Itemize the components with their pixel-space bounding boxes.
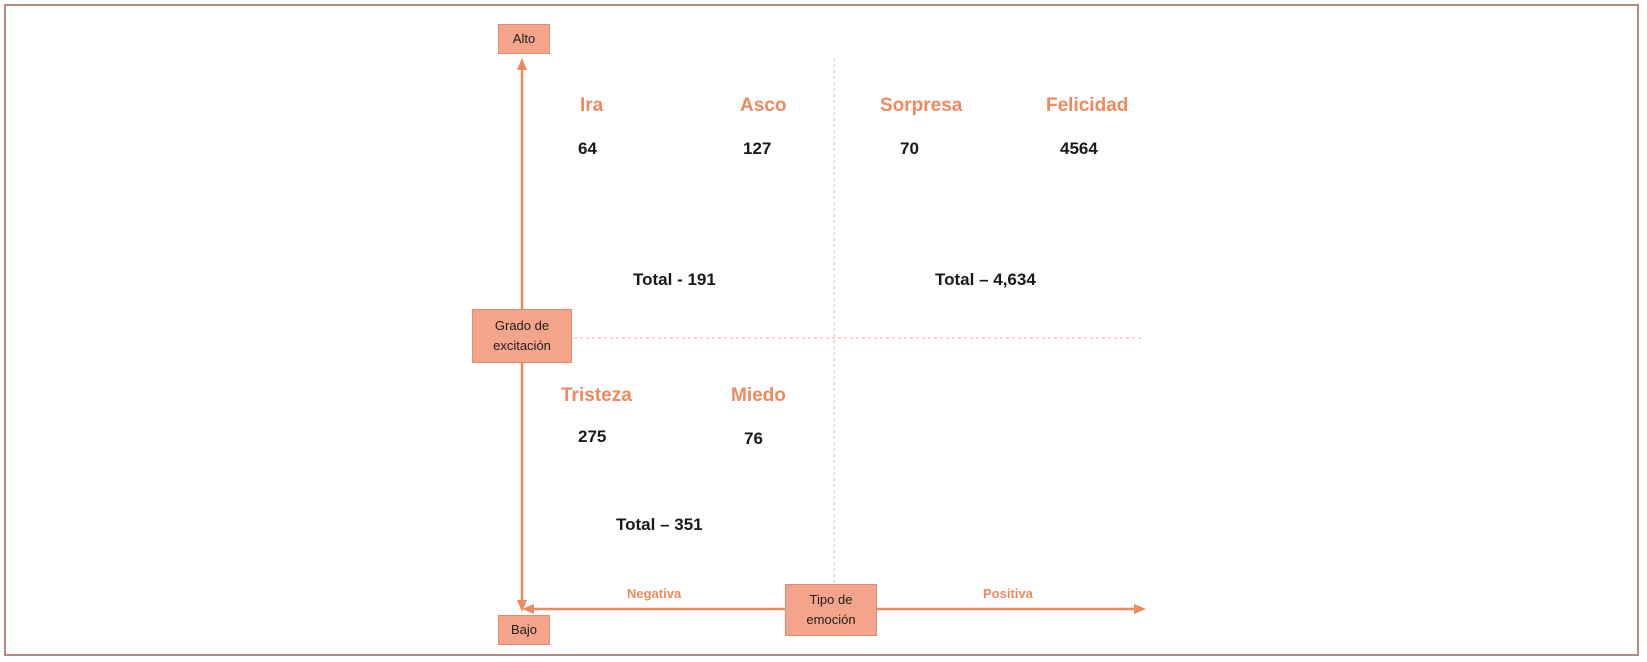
axis-top-label: Alto (498, 24, 550, 54)
total-low-negative: Total – 351 (616, 515, 703, 534)
negative-label: Negativa (627, 586, 682, 601)
arrow-right-icon (1134, 604, 1146, 614)
count-sorpresa: 70 (900, 139, 919, 158)
axis-bottom-label: Bajo (498, 615, 550, 645)
count-tristeza: 275 (578, 427, 607, 446)
vertical-axis-title-line1: Grado de (494, 318, 550, 333)
horizontal-axis-title: Tipo de emoción (785, 584, 877, 636)
vertical-axis-title-line2: excitación (493, 338, 551, 353)
arrow-down-icon (517, 600, 527, 612)
vertical-axis-title: Grado de excitación (472, 309, 572, 363)
horizontal-axis-title-line1: Tipo de (809, 592, 853, 607)
emotion-sorpresa: Sorpresa (880, 95, 963, 116)
arrow-up-icon (517, 58, 527, 70)
horizontal-axis-title-line2: emoción (806, 612, 856, 627)
figure-frame (4, 4, 1639, 656)
positive-label: Positiva (983, 586, 1033, 601)
count-asco: 127 (743, 139, 772, 158)
emotion-tristeza: Tristeza (561, 385, 632, 406)
emotion-ira: Ira (580, 95, 604, 116)
emotion-miedo: Miedo (731, 385, 786, 406)
emotion-asco: Asco (740, 95, 787, 116)
arrow-left-icon (522, 604, 534, 614)
emotion-felicidad: Felicidad (1046, 95, 1129, 116)
total-high-positive: Total – 4,634 (935, 270, 1036, 289)
count-felicidad: 4564 (1060, 139, 1098, 158)
count-ira: 64 (578, 139, 597, 158)
count-miedo: 76 (744, 429, 763, 448)
total-high-negative: Total - 191 (633, 270, 716, 289)
